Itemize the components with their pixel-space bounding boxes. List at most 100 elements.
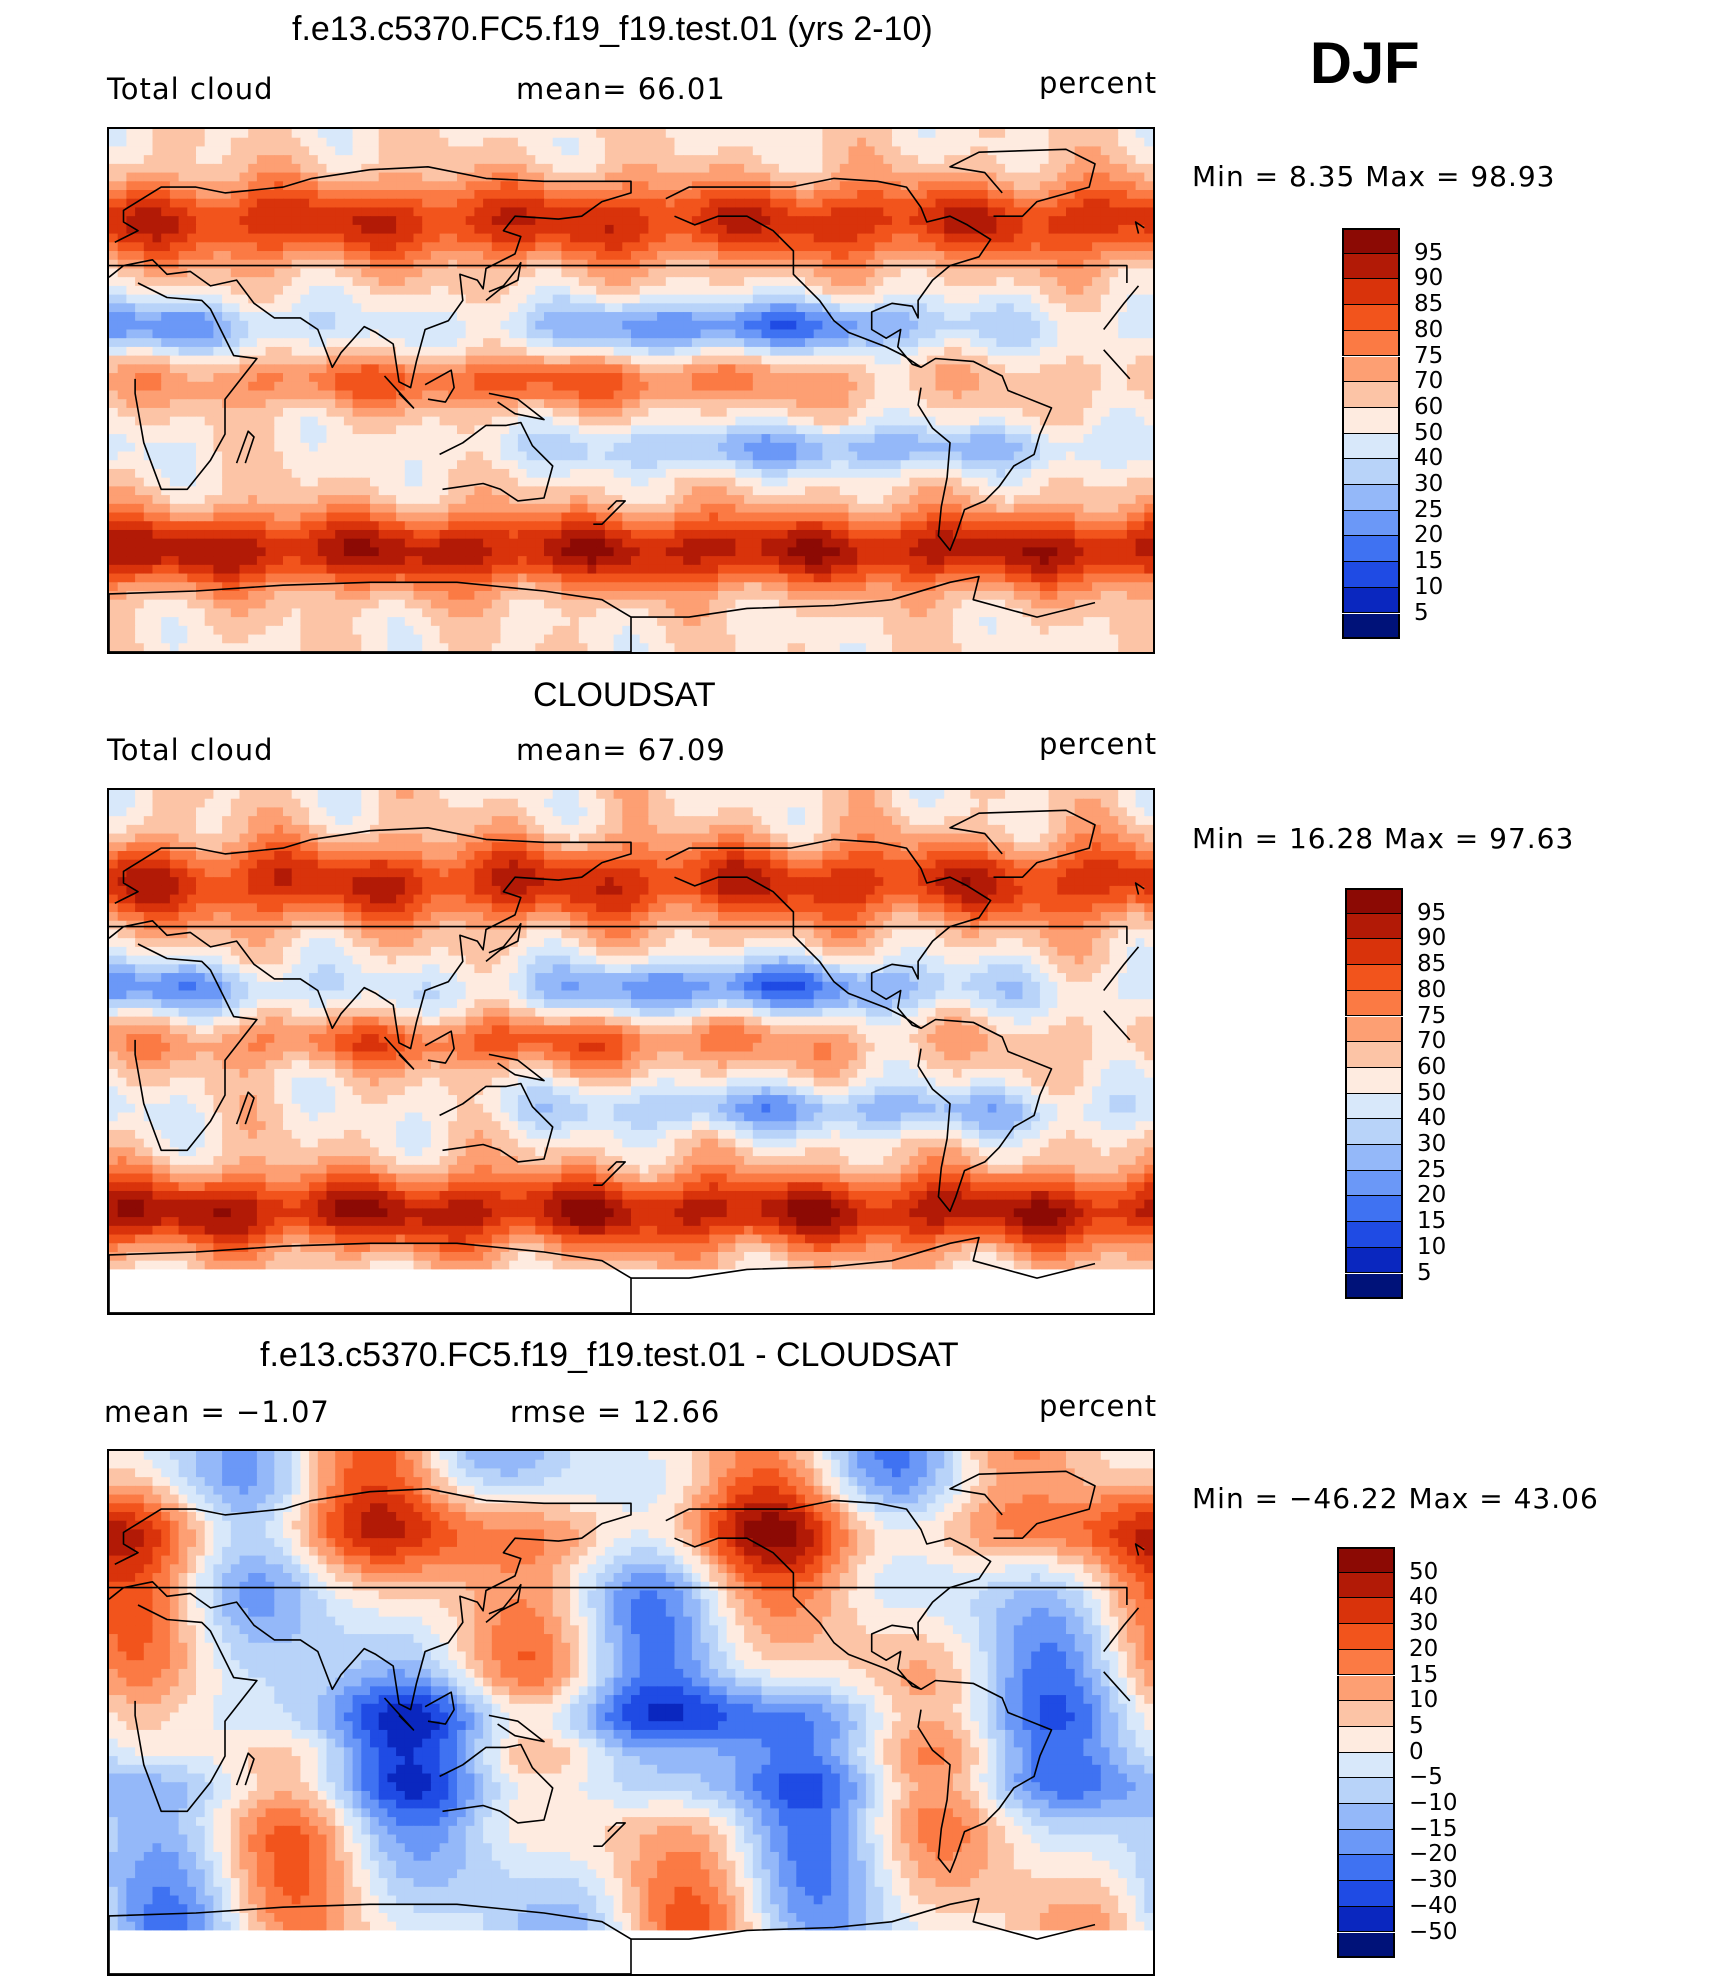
panel-title: f.e13.c5370.FC5.f19_f19.test.01 (yrs 2-1… <box>292 10 933 49</box>
colorbar-swatch <box>1345 914 1403 940</box>
colorbar-tick-label: 85 <box>1414 291 1443 317</box>
colorbar-swatch <box>1337 1778 1395 1804</box>
min-max-stats: Min = 8.35 Max = 98.93 <box>1192 160 1556 193</box>
colorbar-swatch <box>1345 1171 1403 1197</box>
colorbar-tick-label: 50 <box>1414 420 1443 446</box>
colorbar-tick-label: 5 <box>1409 1713 1424 1739</box>
colorbar-tick-label: 50 <box>1417 1080 1446 1106</box>
colorbar-swatch <box>1342 459 1400 485</box>
colorbar-tick-label: 90 <box>1417 925 1446 951</box>
colorbar-tick-label: 40 <box>1417 1105 1446 1131</box>
units-label: percent <box>1039 727 1157 761</box>
colorbar-swatch <box>1345 991 1403 1017</box>
colorbar-swatch <box>1345 965 1403 991</box>
colorbar-swatch <box>1345 1274 1403 1300</box>
colorbar-tick-label: 10 <box>1409 1687 1438 1713</box>
colorbar-tick-label: 40 <box>1414 445 1443 471</box>
colorbar-tick-label: 80 <box>1417 977 1446 1003</box>
colorbar-swatch <box>1337 1933 1395 1959</box>
colorbar-tick-label: −15 <box>1409 1816 1458 1842</box>
colorbar-swatch <box>1342 588 1400 614</box>
colorbar-swatch <box>1337 1830 1395 1856</box>
colorbar-swatch <box>1337 1753 1395 1779</box>
colorbar-tick-label: 70 <box>1414 368 1443 394</box>
colorbar-tick-label: 30 <box>1417 1131 1446 1157</box>
colorbar-swatch <box>1345 1017 1403 1043</box>
colorbar-swatch <box>1345 1042 1403 1068</box>
colorbar-swatch <box>1342 511 1400 537</box>
colorbar-swatch <box>1345 1222 1403 1248</box>
colorbar-tick-label: 10 <box>1417 1234 1446 1260</box>
colorbar-swatch <box>1345 1068 1403 1094</box>
colorbar-tick-label: 30 <box>1409 1610 1438 1636</box>
mean-label: mean= 67.09 <box>516 733 726 767</box>
units-label: percent <box>1039 66 1157 100</box>
colorbar-swatch <box>1342 614 1400 640</box>
colorbar-tick-label: 5 <box>1414 600 1429 626</box>
colorbar-tick-label: 20 <box>1409 1636 1438 1662</box>
colorbar-swatch <box>1337 1855 1395 1881</box>
colorbar-tick-label: −30 <box>1409 1867 1458 1893</box>
colorbar-tick-label: 5 <box>1417 1260 1432 1286</box>
colorbar-swatch <box>1342 228 1400 254</box>
panel-title: CLOUDSAT <box>533 676 716 715</box>
contour-fill <box>109 1451 1153 1974</box>
variable-label: Total cloud <box>107 733 273 767</box>
colorbar-tick-label: 80 <box>1414 317 1443 343</box>
colorbar-swatch <box>1337 1624 1395 1650</box>
colorbar-swatch <box>1342 357 1400 383</box>
colorbar-tick-label: 20 <box>1417 1182 1446 1208</box>
colorbar-tick-label: 70 <box>1417 1028 1446 1054</box>
colorbar-swatch <box>1342 279 1400 305</box>
colorbar-tick-label: 75 <box>1414 343 1443 369</box>
colorbar-tick-label: 95 <box>1414 240 1443 266</box>
map-model <box>107 127 1155 654</box>
colorbar-swatch <box>1337 1907 1395 1933</box>
contour-map <box>109 129 1153 652</box>
colorbar-tick-label: 85 <box>1417 951 1446 977</box>
colorbar-swatch <box>1345 1196 1403 1222</box>
colorbar-tick-label: −50 <box>1409 1919 1458 1945</box>
contour-fill <box>109 129 1153 652</box>
map-obs <box>107 788 1155 1315</box>
colorbar-tick-label: −5 <box>1409 1764 1443 1790</box>
colorbar-swatch <box>1345 1119 1403 1145</box>
colorbar-swatch <box>1342 305 1400 331</box>
colorbar-swatch <box>1342 331 1400 357</box>
colorbar-swatch <box>1345 888 1403 914</box>
colorbar-swatch <box>1345 1094 1403 1120</box>
colorbar-swatch <box>1337 1573 1395 1599</box>
colorbar-swatch <box>1345 1145 1403 1171</box>
contour-map <box>109 1451 1153 1974</box>
colorbar-tick-label: 15 <box>1409 1662 1438 1688</box>
colorbar-swatch <box>1342 382 1400 408</box>
min-max-stats: Min = −46.22 Max = 43.06 <box>1192 1482 1599 1515</box>
colorbar-tick-label: −10 <box>1409 1790 1458 1816</box>
colorbar-tick-label: 30 <box>1414 471 1443 497</box>
colorbar-tick-label: 95 <box>1417 900 1446 926</box>
colorbar-swatch <box>1345 1248 1403 1274</box>
colorbar-swatch <box>1337 1727 1395 1753</box>
map-diff <box>107 1449 1155 1976</box>
colorbar-tick-label: 75 <box>1417 1003 1446 1029</box>
season-label: DJF <box>1310 30 1420 97</box>
colorbar-swatch <box>1342 254 1400 280</box>
colorbar-tick-label: 60 <box>1417 1054 1446 1080</box>
panel-title: f.e13.c5370.FC5.f19_f19.test.01 - CLOUDS… <box>260 1336 959 1375</box>
units-label: percent <box>1039 1389 1157 1423</box>
colorbar-swatch <box>1337 1650 1395 1676</box>
colorbar-swatch <box>1342 536 1400 562</box>
colorbar-swatch <box>1337 1881 1395 1907</box>
colorbar-swatch <box>1337 1701 1395 1727</box>
colorbar-tick-label: −40 <box>1409 1893 1458 1919</box>
colorbar-tick-label: 25 <box>1417 1157 1446 1183</box>
colorbar-tick-label: 25 <box>1414 497 1443 523</box>
min-max-stats: Min = 16.28 Max = 97.63 <box>1192 822 1574 855</box>
colorbar-swatch <box>1342 562 1400 588</box>
colorbar-tick-label: 90 <box>1414 265 1443 291</box>
contour-map <box>109 790 1153 1313</box>
colorbar-tick-label: −20 <box>1409 1841 1458 1867</box>
colorbar-tick-label: 10 <box>1414 574 1443 600</box>
colorbar-tick-label: 40 <box>1409 1584 1438 1610</box>
contour-fill <box>109 790 1153 1313</box>
